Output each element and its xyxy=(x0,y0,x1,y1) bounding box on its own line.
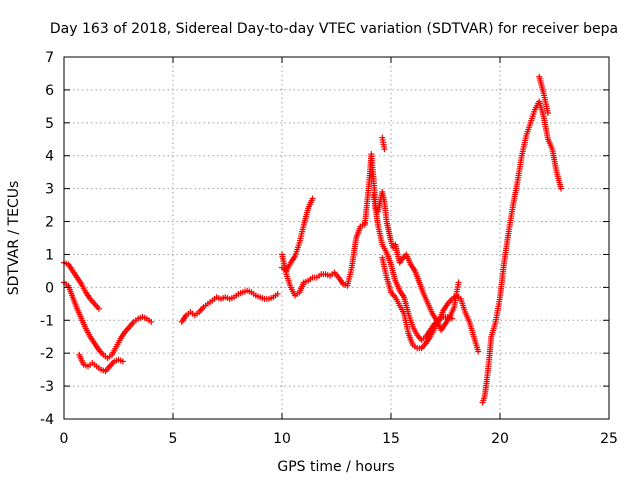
y-tick-label: 2 xyxy=(45,215,54,231)
y-tick-label: 3 xyxy=(45,182,54,198)
y-tick-label: 4 xyxy=(45,149,54,165)
y-tick-label: -2 xyxy=(40,346,54,362)
x-tick-label: 5 xyxy=(169,431,178,447)
grid-lines xyxy=(64,57,609,419)
data-point-marker xyxy=(119,358,126,365)
data-point-marker xyxy=(274,290,281,297)
x-axis-label: GPS time / hours xyxy=(277,459,394,475)
x-tick-label: 25 xyxy=(600,431,618,447)
plot-frame xyxy=(63,56,610,420)
data-point-marker xyxy=(544,109,551,116)
data-point-marker xyxy=(558,185,565,192)
y-tick-label: 7 xyxy=(45,50,54,66)
y-tick-label: -3 xyxy=(40,379,54,395)
y-tick-label: 0 xyxy=(45,280,54,296)
chart-title: Day 163 of 2018, Sidereal Day-to-day VTE… xyxy=(50,21,618,37)
data-point-marker xyxy=(148,318,155,325)
data-point-marker xyxy=(449,315,456,322)
y-axis-label: SDTVAR / TECUs xyxy=(6,181,22,296)
x-tick-label: 20 xyxy=(491,431,509,447)
data-point-marker xyxy=(475,348,482,355)
data-point-marker xyxy=(455,279,462,286)
y-tick-label: 5 xyxy=(45,116,54,132)
x-tick-label: 10 xyxy=(273,431,291,447)
y-tick-label: 6 xyxy=(45,83,54,99)
x-tick-label: 0 xyxy=(60,431,69,447)
axis-ticks: 0 5 10 15 20 25 -4 -3 -2 -1 0 1 2 3 4 5 6 7 xyxy=(40,50,618,447)
data-point-marker xyxy=(381,146,388,153)
data-point-marker xyxy=(95,305,102,312)
data-point-marker xyxy=(309,195,316,202)
y-tick-label: 1 xyxy=(45,247,54,263)
y-tick-label: -4 xyxy=(40,412,54,428)
x-tick-label: 15 xyxy=(382,431,400,447)
y-tick-label: -1 xyxy=(40,313,54,329)
data-points xyxy=(61,73,565,406)
